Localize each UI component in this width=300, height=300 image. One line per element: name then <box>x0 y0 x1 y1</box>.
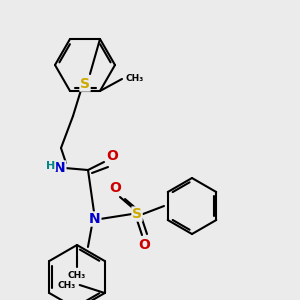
Text: O: O <box>138 238 150 252</box>
Text: H: H <box>46 161 56 171</box>
Text: O: O <box>109 181 121 195</box>
Text: CH₃: CH₃ <box>68 271 86 280</box>
Text: N: N <box>89 212 101 226</box>
Text: CH₃: CH₃ <box>58 280 76 290</box>
Text: O: O <box>106 149 118 163</box>
Text: CH₃: CH₃ <box>125 74 143 83</box>
Text: S: S <box>132 207 142 221</box>
Text: S: S <box>80 77 90 91</box>
Text: N: N <box>54 161 66 175</box>
